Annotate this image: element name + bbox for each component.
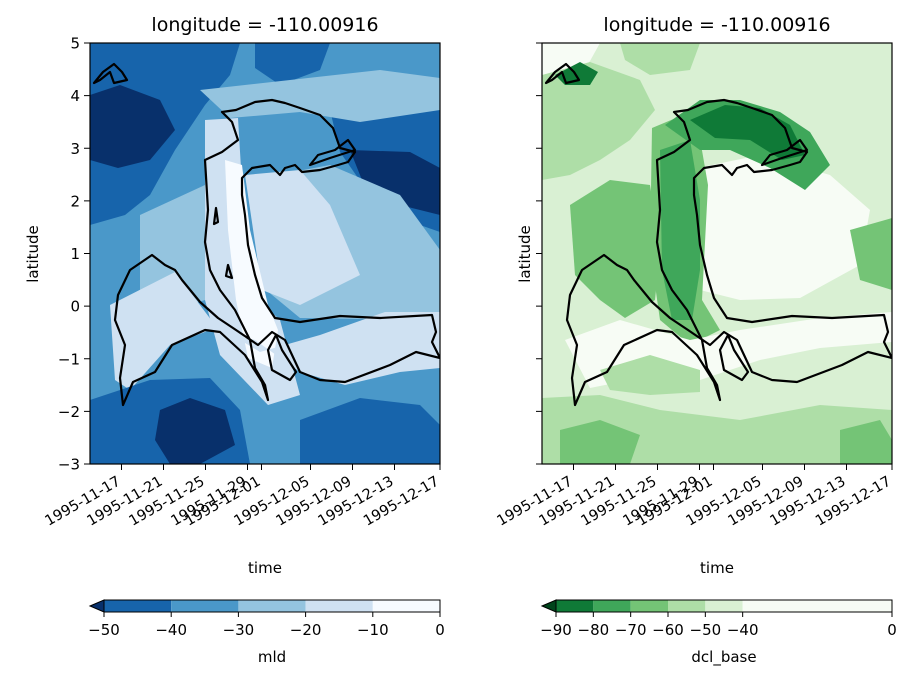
dcl-colorbar-segment (743, 600, 892, 612)
mld-colorbar-tick-label: −10 (357, 621, 389, 639)
dcl-colorbar-tick-label: −70 (615, 621, 647, 639)
mld-ytick-label: 1 (70, 245, 80, 263)
mld-colorbar-segment (171, 600, 238, 612)
mld-ytick-label: −3 (58, 456, 80, 474)
mld-colorbar-tick-label: 0 (435, 621, 445, 639)
mld-xlabel: time (248, 559, 282, 577)
mld-ylabel: latitude (24, 225, 42, 283)
dcl-filled-contours (542, 43, 892, 464)
dcl-colorbar-segment (556, 600, 593, 612)
mld-colorbar-tick-label: −30 (223, 621, 255, 639)
dcl-colorbar-tick-label: −50 (690, 621, 722, 639)
dcl-yticks (536, 43, 542, 464)
dcl-colorbar-tick-label: −90 (540, 621, 572, 639)
mld-colorbar-segment (238, 600, 305, 612)
dcl-colorbar-tick-label: −60 (652, 621, 684, 639)
dcl-title: longitude = -110.00916 (603, 14, 830, 36)
mld-filled-contours (90, 43, 440, 464)
dcl-colorbar-tick-label: 0 (887, 621, 897, 639)
mld-colorbar-segment (373, 600, 440, 612)
mld-colorbar-label: mld (258, 648, 286, 666)
mld-colorbar-segment (306, 600, 373, 612)
mld-colorbar-tick-label: −20 (290, 621, 322, 639)
mld-ytick-label: −2 (58, 403, 80, 421)
dcl-panel: longitude = -110.00916 latitude time 199… (495, 14, 897, 667)
dcl-colorbar-tick-label: −40 (727, 621, 759, 639)
mld-ytick-label: 3 (70, 140, 80, 158)
dcl-ylabel: latitude (516, 225, 534, 283)
mld-colorbar-extend (90, 600, 104, 612)
dcl-colorbar-segment (668, 600, 705, 612)
dcl-colorbar-extend (542, 600, 556, 612)
dcl-colorbar-tick-label: −80 (578, 621, 610, 639)
mld-ytick-label: 2 (70, 192, 80, 210)
mld-yticks: 5 4 3 2 1 0 −1 −2 −3 (58, 35, 90, 474)
mld-colorbar-segment (104, 600, 171, 612)
mld-ytick-label: 4 (70, 87, 80, 105)
dcl-xticks: 1995-11-171995-11-211995-11-251995-11-29… (495, 464, 894, 530)
mld-title: longitude = -110.00916 (151, 14, 378, 36)
mld-colorbar: −50 −40 −30 −20 −10 0 mld (88, 600, 445, 666)
mld-ytick-label: 0 (70, 298, 80, 316)
dcl-colorbar-segment (593, 600, 630, 612)
mld-colorbar-tick-label: −50 (88, 621, 120, 639)
dcl-colorbar-segment (705, 600, 742, 612)
mld-colorbar-tick-label: −40 (155, 621, 187, 639)
mld-xticks: 1995-11-171995-11-211995-11-251995-11-29… (43, 464, 442, 530)
dcl-xlabel: time (700, 559, 734, 577)
dcl-colorbar-segment (631, 600, 668, 612)
mld-panel: longitude = -110.00916 latitude time 5 4 3… (24, 14, 445, 666)
dcl-colorbar-label: dcl_base (691, 648, 756, 667)
dcl-colorbar: −90 −80 −70 −60 −50 −40 0 dcl_base (540, 600, 897, 667)
mld-ytick-label: 5 (70, 35, 80, 53)
mld-ytick-label: −1 (58, 350, 80, 368)
